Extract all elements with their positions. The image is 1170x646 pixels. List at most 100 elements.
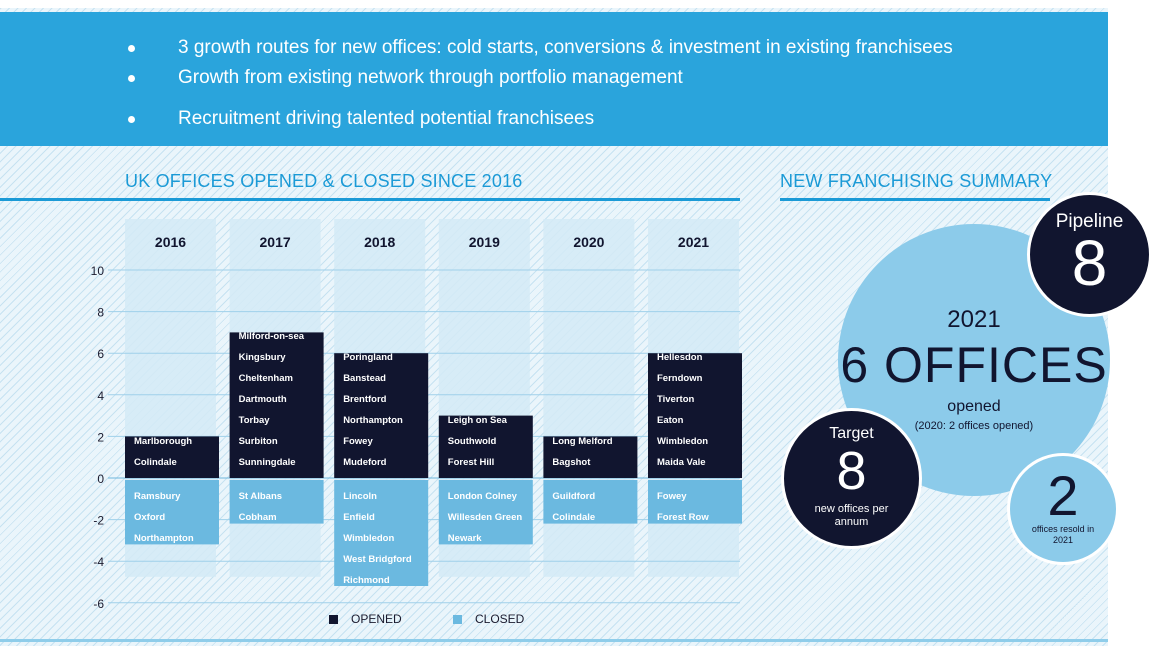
y-tick-label: -6	[93, 597, 104, 611]
resold-circle: 2 offices resold in 2021	[1007, 453, 1119, 565]
pipeline-circle: Pipeline 8	[1027, 192, 1152, 317]
year-label: 2019	[469, 234, 500, 250]
closed-office-label: Ramsbury	[134, 491, 181, 502]
opened-office-label: Banstead	[343, 373, 386, 384]
summary-title: NEW FRANCHISING SUMMARY	[780, 171, 1053, 191]
closed-bar	[334, 480, 429, 586]
closed-office-label: Fowey	[657, 491, 687, 502]
closed-office-label: Northampton	[134, 533, 194, 544]
opened-office-label: Eaton	[657, 415, 684, 426]
y-tick-label: 8	[97, 306, 104, 320]
closed-office-label: Willesden Green	[448, 512, 523, 523]
summary-opened-label: opened	[947, 398, 1001, 415]
summary-headline: 6 OFFICES	[840, 337, 1108, 393]
closed-office-label: Richmond	[343, 575, 390, 586]
year-label: 2021	[678, 234, 709, 250]
opened-bar	[125, 436, 219, 478]
closed-office-label: Enfield	[343, 512, 375, 523]
opened-office-label: Tiverton	[657, 394, 695, 405]
opened-office-label: Forest Hill	[448, 457, 494, 468]
opened-office-label: Colindale	[134, 457, 177, 468]
opened-bar	[334, 353, 429, 478]
chart-title-rule	[0, 198, 740, 201]
closed-bar	[125, 480, 219, 545]
bullet-icon	[128, 45, 135, 52]
resold-description: offices resold in 2021	[1031, 524, 1095, 545]
highlight-text: Growth from existing network through por…	[178, 67, 683, 88]
highlight-text: 3 growth routes for new offices: cold st…	[178, 37, 953, 58]
opened-bar	[438, 415, 533, 478]
pipeline-label: Pipeline	[1055, 211, 1124, 232]
opened-office-label: Long Melford	[552, 436, 612, 447]
highlight-text: Recruitment driving talented potential f…	[178, 108, 595, 129]
y-tick-label: -4	[93, 555, 104, 569]
closed-bar	[229, 480, 324, 524]
closed-office-label: London Colney	[448, 491, 518, 502]
closed-office-label: Colindale	[552, 512, 595, 523]
y-tick-label: 10	[91, 264, 105, 278]
legend-label-closed: CLOSED	[475, 612, 525, 626]
chart-title: UK OFFICES OPENED & CLOSED SINCE 2016	[125, 171, 523, 191]
closed-bar	[438, 480, 533, 545]
summary-title-rule	[780, 198, 1050, 201]
opened-bar	[648, 353, 742, 478]
opened-office-label: Sunningdale	[239, 457, 296, 468]
y-tick-label: 0	[97, 472, 104, 486]
opened-office-label: Dartmouth	[239, 394, 287, 405]
opened-office-label: Marlborough	[134, 436, 192, 447]
closed-office-label: Newark	[448, 533, 483, 544]
target-circle: Target 8 new offices per annum	[781, 408, 922, 549]
highlight-item: 3 growth routes for new offices: cold st…	[128, 37, 953, 59]
y-tick-label: 6	[97, 347, 104, 361]
year-label: 2017	[260, 234, 291, 250]
opened-office-label: Torbay	[239, 415, 271, 426]
highlight-item: Recruitment driving talented potential f…	[128, 108, 595, 130]
target-description: new offices per annum	[814, 503, 889, 528]
legend-closed: CLOSED	[453, 612, 524, 626]
opened-office-label: Kingsbury	[239, 352, 287, 363]
summary-note: (2020: 2 offices opened)	[914, 420, 1034, 432]
closed-bar	[648, 480, 742, 524]
resold-value: 2	[1047, 464, 1079, 527]
target-label: Target	[829, 425, 874, 442]
year-label: 2018	[364, 234, 395, 250]
top-border	[0, 0, 1170, 8]
legend-opened: OPENED	[329, 612, 402, 626]
opened-office-label: Bagshot	[552, 457, 591, 468]
opened-office-label: Ferndown	[657, 373, 703, 384]
highlight-item: Growth from existing network through por…	[128, 67, 683, 89]
bottom-rule	[0, 639, 1108, 642]
opened-office-label: Southwold	[448, 436, 497, 447]
y-tick-label: -2	[93, 514, 104, 528]
opened-office-label: Leigh on Sea	[448, 415, 508, 426]
bullet-icon	[128, 116, 135, 123]
closed-office-label: Oxford	[134, 512, 165, 523]
page-margin	[1108, 0, 1170, 646]
bullet-icon	[128, 75, 135, 82]
closed-office-label: Wimbledon	[343, 533, 394, 544]
opened-office-label: Brentford	[343, 394, 386, 405]
opened-office-label: Wimbledon	[657, 436, 708, 447]
closed-office-label: St Albans	[239, 491, 282, 502]
closed-office-label: Lincoln	[343, 491, 377, 502]
year-label: 2016	[155, 234, 186, 250]
y-tick-label: 2	[97, 430, 104, 444]
legend-swatch-closed	[453, 615, 462, 624]
offices-chart: -6 -4 -2 0 2 4 6 8 10 2016 2017 2018 2019 2020 2021 Mar…	[91, 219, 742, 611]
closed-bar	[543, 480, 638, 524]
y-tick-label: 4	[97, 389, 104, 403]
opened-bar	[229, 332, 324, 478]
opened-office-label: Cheltenham	[239, 373, 293, 384]
opened-bar	[543, 436, 638, 478]
summary-year: 2021	[947, 306, 1001, 333]
legend-label-opened: OPENED	[351, 612, 402, 626]
target-value: 8	[836, 441, 867, 501]
closed-office-label: West Bridgford	[343, 554, 412, 565]
closed-office-label: Cobham	[239, 512, 277, 523]
opened-office-label: Hellesdon	[657, 352, 703, 363]
closed-office-label: Guildford	[552, 491, 595, 502]
opened-office-label: Milford-on-sea	[239, 331, 305, 342]
opened-office-label: Poringland	[343, 352, 393, 363]
pipeline-value: 8	[1071, 227, 1108, 299]
closed-office-label: Forest Row	[657, 512, 709, 523]
